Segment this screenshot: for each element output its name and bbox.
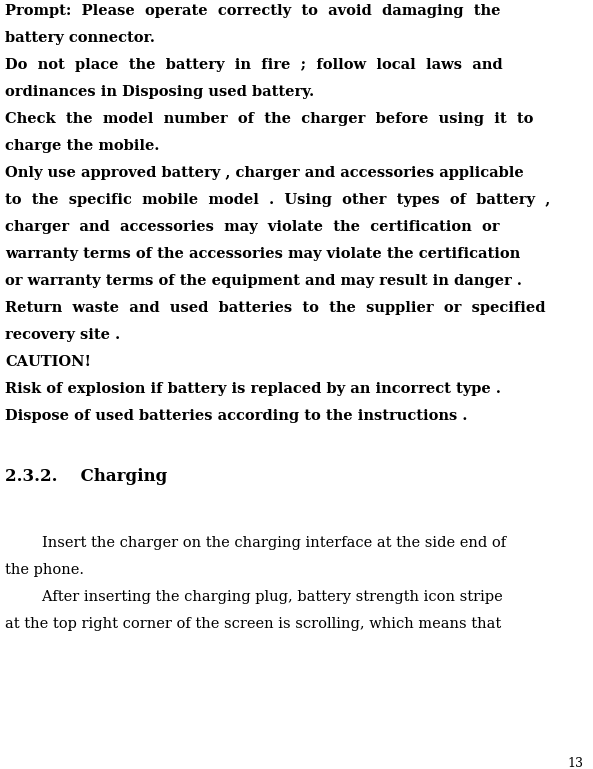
Text: or warranty terms of the equipment and may result in danger .: or warranty terms of the equipment and m… [5, 274, 522, 288]
Text: Risk of explosion if battery is replaced by an incorrect type .: Risk of explosion if battery is replaced… [5, 382, 501, 396]
Text: Insert the charger on the charging interface at the side end of: Insert the charger on the charging inter… [5, 536, 506, 550]
Text: 13: 13 [567, 757, 583, 769]
Text: charger  and  accessories  may  violate  the  certification  or: charger and accessories may violate the … [5, 220, 499, 234]
Text: Check  the  model  number  of  the  charger  before  using  it  to: Check the model number of the charger be… [5, 112, 533, 126]
Text: the phone.: the phone. [5, 563, 84, 577]
Text: After inserting the charging plug, battery strength icon stripe: After inserting the charging plug, batte… [5, 590, 503, 604]
Text: Return  waste  and  used  batteries  to  the  supplier  or  specified: Return waste and used batteries to the s… [5, 301, 546, 315]
Text: warranty terms of the accessories may violate the certification: warranty terms of the accessories may vi… [5, 247, 520, 261]
Text: battery connector.: battery connector. [5, 31, 155, 45]
Text: Dispose of used batteries according to the instructions .: Dispose of used batteries according to t… [5, 409, 467, 423]
Text: ordinances in Disposing used battery.: ordinances in Disposing used battery. [5, 85, 314, 99]
Text: charge the mobile.: charge the mobile. [5, 139, 160, 153]
Text: at the top right corner of the screen is scrolling, which means that: at the top right corner of the screen is… [5, 617, 501, 631]
Text: recovery site .: recovery site . [5, 328, 120, 342]
Text: to  the  specific  mobile  model  .  Using  other  types  of  battery  ,: to the specific mobile model . Using oth… [5, 193, 550, 207]
Text: Only use approved battery , charger and accessories applicable: Only use approved battery , charger and … [5, 166, 524, 180]
Text: Prompt:  Please  operate  correctly  to  avoid  damaging  the: Prompt: Please operate correctly to avoi… [5, 4, 500, 18]
Text: 2.3.2.    Charging: 2.3.2. Charging [5, 468, 167, 485]
Text: CAUTION!: CAUTION! [5, 355, 91, 369]
Text: Do  not  place  the  battery  in  fire  ;  follow  local  laws  and: Do not place the battery in fire ; follo… [5, 58, 503, 72]
